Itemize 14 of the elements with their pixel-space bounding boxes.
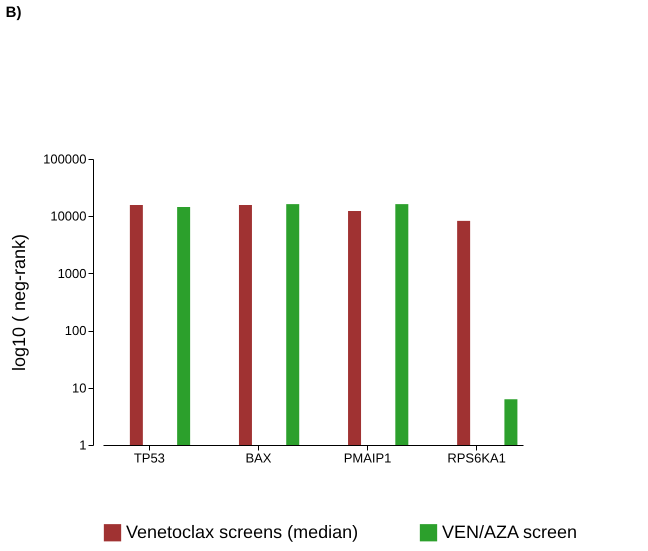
legend-label: Venetoclax screens (median): [126, 522, 358, 542]
x-tick-label: RPS6KA1: [447, 450, 506, 466]
y-tick-label: 10: [72, 380, 86, 396]
y-tick-label: 1: [79, 438, 86, 452]
x-tick-label: TP53: [134, 450, 165, 466]
y-axis-title: log10 ( neg-rank): [9, 234, 30, 372]
x-tick-label: PMAIP1: [344, 450, 392, 466]
legend-label: VEN/AZA screen: [442, 522, 578, 542]
y-tick-label: 10000: [50, 208, 86, 224]
y-tick-label: 1000: [58, 266, 86, 281]
chart-title: B): [6, 4, 22, 21]
y-tick-label: 100000: [43, 152, 86, 166]
y-tick-label: 100: [64, 323, 86, 338]
x-tick-label: BAX: [245, 450, 272, 466]
